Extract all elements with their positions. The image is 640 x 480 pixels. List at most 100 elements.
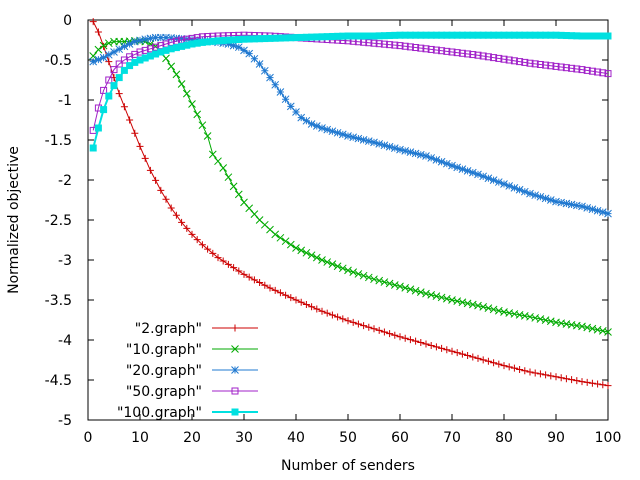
data-point — [282, 34, 290, 42]
data-point — [588, 67, 596, 75]
data-point — [167, 62, 176, 71]
data-point — [276, 289, 284, 297]
data-point — [453, 349, 461, 357]
data-point — [162, 54, 170, 63]
data-point — [526, 189, 534, 198]
data-point — [572, 201, 581, 210]
data-point — [287, 294, 295, 302]
data-point — [125, 40, 134, 48]
data-point — [396, 145, 404, 154]
data-point — [401, 147, 410, 155]
data-point — [292, 108, 300, 116]
data-point — [416, 150, 425, 159]
data-point — [188, 100, 196, 108]
data-point — [250, 54, 259, 63]
x-tick-label: 30 — [235, 430, 253, 446]
data-point — [365, 323, 373, 331]
data-point — [604, 70, 612, 78]
data-point — [427, 341, 435, 349]
data-point — [391, 31, 399, 39]
data-point — [380, 278, 389, 286]
data-point — [490, 54, 498, 62]
data-point — [479, 172, 488, 181]
data-point — [266, 73, 274, 82]
data-point — [490, 359, 498, 367]
data-point — [219, 257, 227, 265]
data-point — [234, 190, 243, 199]
data-point — [297, 246, 306, 255]
data-point — [365, 39, 373, 47]
ticks-layer: 0 10 20 30 40 50 60 70 80 90 100 0 -0.5 -1 -1.5 -2 -2.5 -… — [45, 13, 622, 446]
data-point — [151, 33, 160, 42]
data-point — [323, 33, 331, 41]
data-point — [172, 44, 180, 52]
data-point — [172, 211, 180, 219]
data-point — [365, 32, 373, 40]
data-point — [308, 303, 316, 311]
data-point — [422, 152, 430, 160]
data-point — [333, 262, 342, 271]
data-point — [375, 32, 383, 40]
series-1 — [89, 36, 612, 336]
data-point — [364, 273, 373, 282]
data-point — [500, 362, 508, 370]
data-point — [427, 154, 436, 162]
data-point — [542, 371, 550, 379]
data-point — [562, 32, 570, 40]
data-point — [438, 31, 446, 39]
data-point — [105, 58, 113, 66]
data-point — [224, 36, 232, 44]
data-point — [458, 49, 466, 57]
data-point — [162, 33, 170, 42]
data-point — [157, 48, 165, 56]
data-point — [105, 92, 113, 100]
data-point — [370, 138, 378, 147]
x-tick-label: 10 — [131, 430, 149, 446]
data-point — [401, 42, 409, 50]
data-point — [292, 34, 300, 42]
data-point — [318, 124, 326, 132]
data-point — [131, 50, 139, 58]
legend-label: "50.graph" — [126, 384, 202, 400]
data-point — [385, 142, 394, 151]
x-tick-label: 50 — [339, 430, 357, 446]
data-point — [89, 52, 98, 60]
data-point — [588, 379, 596, 387]
data-point — [375, 40, 383, 48]
legend-swatch-marker — [231, 345, 239, 353]
data-point — [469, 31, 477, 39]
data-point — [510, 31, 518, 39]
data-point — [464, 50, 472, 58]
data-point — [557, 31, 565, 39]
data-point — [458, 350, 466, 358]
data-point — [390, 144, 399, 153]
data-point — [536, 192, 545, 201]
data-point — [110, 82, 118, 90]
x-tick-label: 20 — [183, 430, 201, 446]
data-point — [515, 185, 524, 194]
data-point — [396, 42, 404, 50]
data-point — [126, 116, 134, 124]
y-tick-label: 0 — [63, 13, 72, 29]
data-point — [464, 31, 472, 39]
legend-label: "100.graph" — [117, 405, 202, 421]
data-point — [453, 31, 461, 39]
data-point — [443, 31, 451, 39]
data-point — [260, 66, 269, 75]
data-point — [344, 317, 352, 325]
data-point — [224, 40, 233, 48]
data-point — [177, 80, 186, 88]
data-point — [521, 58, 529, 66]
data-point — [224, 260, 232, 268]
data-point — [136, 48, 144, 56]
data-point — [412, 31, 420, 39]
data-point — [406, 31, 414, 39]
data-point — [136, 56, 144, 64]
data-point — [141, 154, 149, 162]
data-point — [453, 49, 461, 57]
data-point — [292, 296, 300, 304]
data-point — [100, 106, 108, 114]
data-point — [229, 41, 238, 50]
data-point — [286, 102, 295, 111]
